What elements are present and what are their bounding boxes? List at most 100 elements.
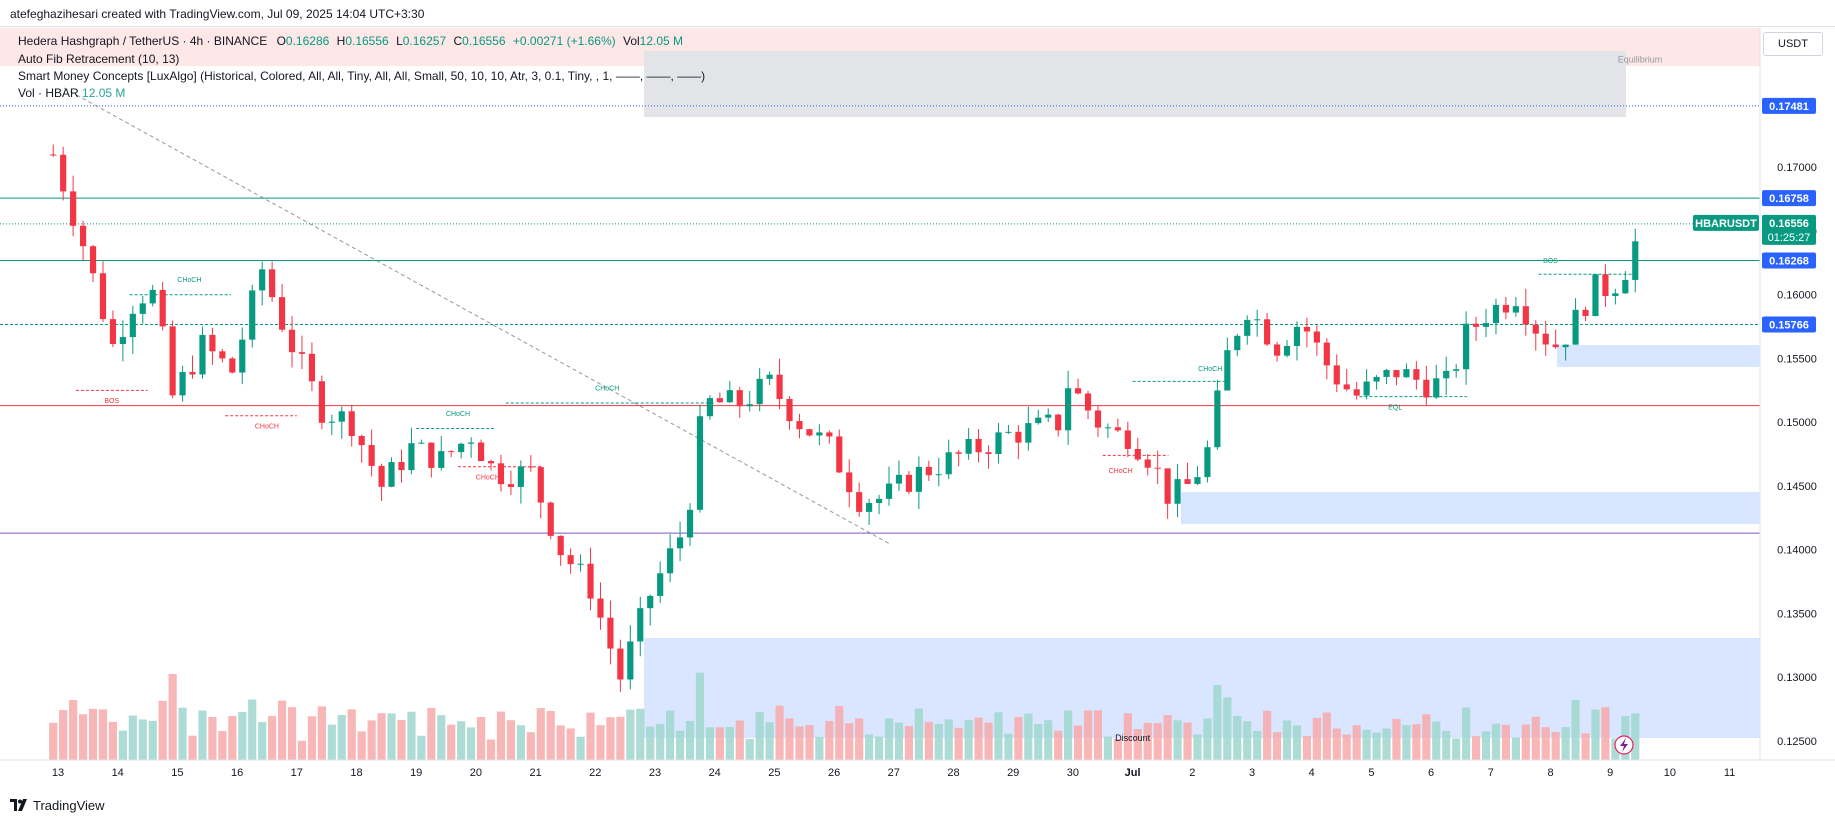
candle-body-68: [726, 390, 733, 403]
candle-body-151: [1552, 344, 1559, 348]
open-value: 0.16286: [285, 34, 330, 48]
volume-bar-124: [1282, 720, 1292, 760]
volume-bar-113: [1173, 720, 1182, 760]
volume-bar-123: [1272, 732, 1282, 760]
candle-body-159: [1632, 241, 1639, 280]
price-label-box-2: [1762, 252, 1816, 269]
time-tick-label-15: 28: [947, 767, 959, 779]
candle-body-23: [278, 297, 286, 330]
candle-body-92: [965, 438, 972, 454]
volume-bar-50: [546, 710, 555, 760]
candle-body-11: [159, 289, 166, 327]
candle-body-16: [209, 334, 216, 352]
volume-bar-86: [904, 726, 914, 760]
legend-volume-indicator[interactable]: Vol · HBAR 12.05 M: [18, 86, 125, 100]
candle-body-63: [676, 537, 684, 549]
candle-body-128: [1323, 342, 1330, 366]
candle-body-48: [527, 466, 534, 468]
volume-bar-90: [944, 719, 953, 760]
candle-body-13: [179, 372, 186, 396]
candle-body-26: [308, 353, 316, 382]
volume-bar-42: [467, 727, 476, 760]
volume-bar-59: [636, 708, 645, 760]
volume-bar-40: [447, 724, 456, 760]
candle-body-53: [577, 563, 584, 565]
volume-bar-31: [357, 731, 366, 760]
volume-bar-145: [1491, 723, 1501, 760]
time-tick-label-27: 10: [1664, 767, 1676, 779]
volume-bar-70: [745, 739, 754, 760]
volume-bar-36: [407, 711, 416, 760]
candle-body-124: [1283, 345, 1291, 356]
low-value: 0.16257: [402, 34, 447, 48]
volume-bar-27: [317, 706, 326, 760]
volume-bar-34: [387, 713, 396, 760]
volume-bar-6: [108, 721, 118, 760]
candle-body-91: [955, 452, 962, 454]
time-tick-label-20: 3: [1249, 767, 1255, 779]
fib-trend-line: [63, 87, 891, 545]
candle-body-28: [328, 421, 335, 423]
legend-symbol-row: Hedera Hashgraph / TetherUS · 4h · BINAN…: [18, 34, 683, 48]
volume-bar-13: [178, 707, 187, 760]
creator-text: atefeghazihesari created with TradingVie…: [10, 7, 425, 21]
candle-body-80: [846, 472, 853, 493]
smc-labels: Equilibrium Discount CHoCH BOS CHoCH CHoCH CHo…: [104, 55, 1662, 743]
candle-body-97: [1015, 431, 1022, 443]
candle-body-19: [239, 339, 246, 373]
candle-body-54: [587, 563, 594, 599]
smc-indicator-name: Smart Money Concepts [LuxAlgo] (Historic…: [18, 69, 706, 83]
time-tick-label-23: 6: [1428, 767, 1434, 779]
candle-body-62: [667, 548, 674, 574]
volume-bar-134: [1382, 728, 1391, 760]
candles: [50, 144, 1639, 693]
time-tick-label-13: 26: [828, 767, 840, 779]
candle-body-49: [537, 467, 544, 503]
legend-smc-indicator[interactable]: Smart Money Concepts [LuxAlgo] (Historic…: [18, 69, 705, 83]
volume-bar-87: [914, 708, 923, 760]
time-tick-label-25: 8: [1547, 767, 1553, 779]
time-tick-label-16: 29: [1007, 767, 1019, 779]
legend-fib-indicator[interactable]: Auto Fib Retracement (10, 13): [18, 52, 179, 66]
volume-bar-83: [874, 736, 884, 760]
volume-bar-97: [1014, 716, 1023, 760]
annotation-label-8: CHoCH: [1198, 366, 1222, 373]
close-label: C: [453, 34, 463, 48]
price-tick-label-0: 0.17000: [1777, 162, 1817, 174]
lightning-icon[interactable]: [1614, 735, 1634, 755]
candle-body-123: [1273, 344, 1281, 356]
volume-bar-89: [934, 723, 943, 760]
candle-body-129: [1333, 365, 1340, 385]
volume-bar-104: [1083, 710, 1093, 760]
volume-bar-144: [1481, 731, 1491, 760]
volume-bar-51: [556, 725, 565, 760]
currency-button[interactable]: USDT: [1763, 32, 1823, 56]
candle-body-2: [70, 191, 77, 226]
candle-body-35: [398, 462, 405, 471]
candle-body-7: [119, 337, 126, 345]
candle-body-24: [288, 329, 296, 353]
time-tick-label-9: 22: [589, 767, 601, 779]
volume-bar-68: [725, 726, 734, 760]
volume-bar-78: [825, 720, 834, 760]
annotation-label-10: EQL: [1388, 404, 1402, 411]
candle-body-5: [99, 273, 107, 320]
candle-body-153: [1572, 309, 1579, 345]
annotation-label-7: CHoCH: [595, 385, 619, 392]
time-tick-label-14: 27: [888, 767, 900, 779]
volume-bar-67: [715, 727, 724, 760]
vol-label: Vol: [622, 34, 640, 48]
volume-bars: [49, 672, 1640, 760]
volume-bar-2: [69, 700, 78, 760]
demand-zone-upper: [1557, 345, 1760, 367]
time-tick-label-8: 21: [529, 767, 541, 779]
price-chart[interactable]: Equilibrium Discount CHoCH BOS CHoCH CHoCH CHo…: [0, 27, 1835, 790]
candle-body-79: [836, 436, 843, 473]
volume-bar-4: [88, 708, 98, 760]
price-axis[interactable]: 0.170000.165000.160000.155000.150000.145…: [1777, 162, 1817, 748]
volume-bar-138: [1422, 714, 1431, 760]
candle-body-17: [219, 351, 226, 359]
time-axis[interactable]: 13 14 15 16 17 18 19 20 21 22 23 24 25 26 27 28 29 30 Jul 2…: [52, 767, 1735, 779]
candle-body-21: [259, 269, 266, 291]
symbol-title[interactable]: Hedera Hashgraph / TetherUS · 4h · BINAN…: [18, 34, 268, 48]
